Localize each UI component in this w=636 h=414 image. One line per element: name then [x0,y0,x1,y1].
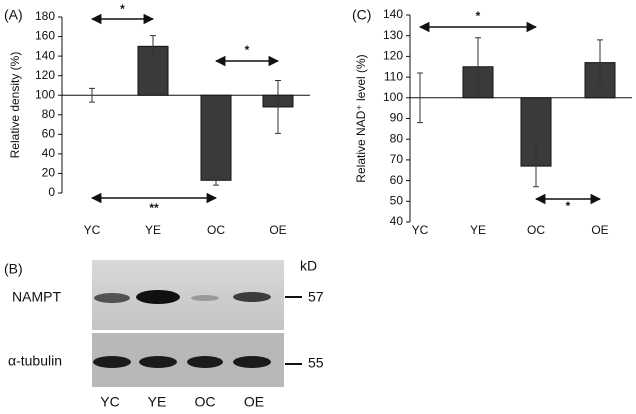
lane-label: YE [148,394,167,410]
band [94,293,130,303]
y-tick-label: 180 [35,9,55,23]
band [233,356,271,368]
x-tick-label: YE [145,223,161,237]
x-tick-label: OC [527,223,545,237]
y-axis-label: Relative NAD⁺ level (%) [354,54,368,182]
band [136,290,180,304]
error-bar [475,37,481,97]
x-tick-label: YE [470,223,486,237]
y-tick-label: 50 [390,193,404,207]
band [233,292,271,302]
band [93,356,131,368]
lane-label: YC [100,394,119,410]
lane-label: OE [244,394,264,410]
y-tick-label: 80 [42,107,56,121]
y-tick-label: 130 [383,28,403,42]
panel-label: (B) [4,261,23,277]
significance-label: ** [149,201,159,215]
y-tick-label: 60 [390,173,404,187]
band [139,356,177,368]
y-tick-label: 100 [383,90,403,104]
error-bar [213,174,219,186]
significance-label: * [566,199,571,213]
panel-label: (C) [352,7,371,23]
band [191,295,219,301]
y-axis-label: Relative density (%) [8,52,22,159]
x-tick-label: YC [84,223,101,237]
unit-label: kD [300,258,317,274]
y-tick-label: 140 [383,7,403,21]
x-tick-label: OE [591,223,608,237]
y-tick-label: 160 [35,29,55,43]
error-bar [533,144,539,188]
y-tick-label: 40 [390,214,404,228]
x-tick-label: OC [207,223,225,237]
y-tick-label: 20 [42,166,56,180]
significance-label: * [245,43,250,57]
y-tick-label: 110 [384,69,403,83]
band [187,356,223,368]
y-tick-label: 70 [390,152,404,166]
y-tick-label: 120 [35,68,55,82]
x-tick-label: YC [412,223,429,237]
error-bar [150,35,156,58]
size-label: 55 [308,355,324,371]
y-tick-label: 140 [35,48,55,62]
size-label: 57 [308,289,324,305]
y-tick-label: 80 [390,131,404,145]
bar [200,94,232,181]
significance-label: * [476,9,481,23]
y-tick-label: 120 [383,49,403,63]
error-bar [275,80,281,134]
row-label: NAMPT [12,289,61,305]
y-tick-label: 60 [42,127,56,141]
y-tick-label: 100 [35,87,55,101]
error-bar [597,39,603,86]
panel-label: (A) [4,7,23,23]
y-tick-label: 40 [42,146,56,160]
x-tick-label: OE [269,223,286,237]
y-tick-label: 0 [48,185,55,199]
significance-label: * [120,2,125,16]
y-tick-label: 90 [390,111,404,125]
error-bar [89,87,95,103]
error-bar [417,72,423,124]
lane-label: OC [195,394,216,410]
row-label: α-tubulin [8,353,62,369]
